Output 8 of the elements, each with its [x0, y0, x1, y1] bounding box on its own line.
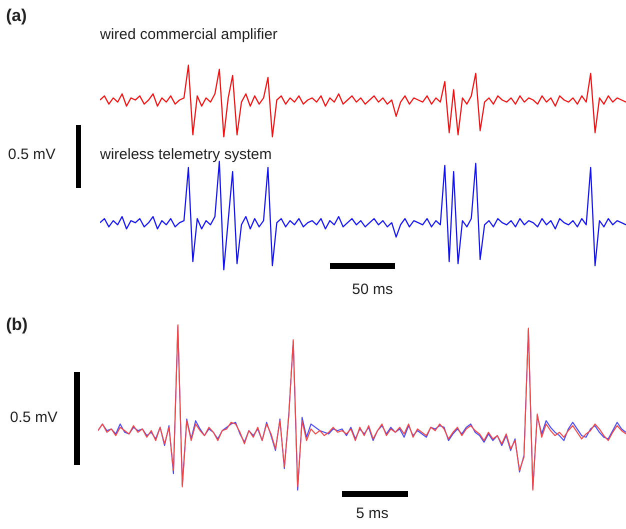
text: 0.5 mV — [8, 146, 56, 163]
chart-title: (a) — [6, 6, 27, 26]
chart-title: (b) — [6, 315, 28, 335]
series-label: wireless telemetry system — [100, 146, 272, 163]
text: wired commercial amplifier — [100, 26, 278, 43]
text: 50 ms — [352, 281, 393, 298]
text: 5 ms — [356, 505, 389, 522]
text: 0.5 mV — [10, 409, 58, 426]
